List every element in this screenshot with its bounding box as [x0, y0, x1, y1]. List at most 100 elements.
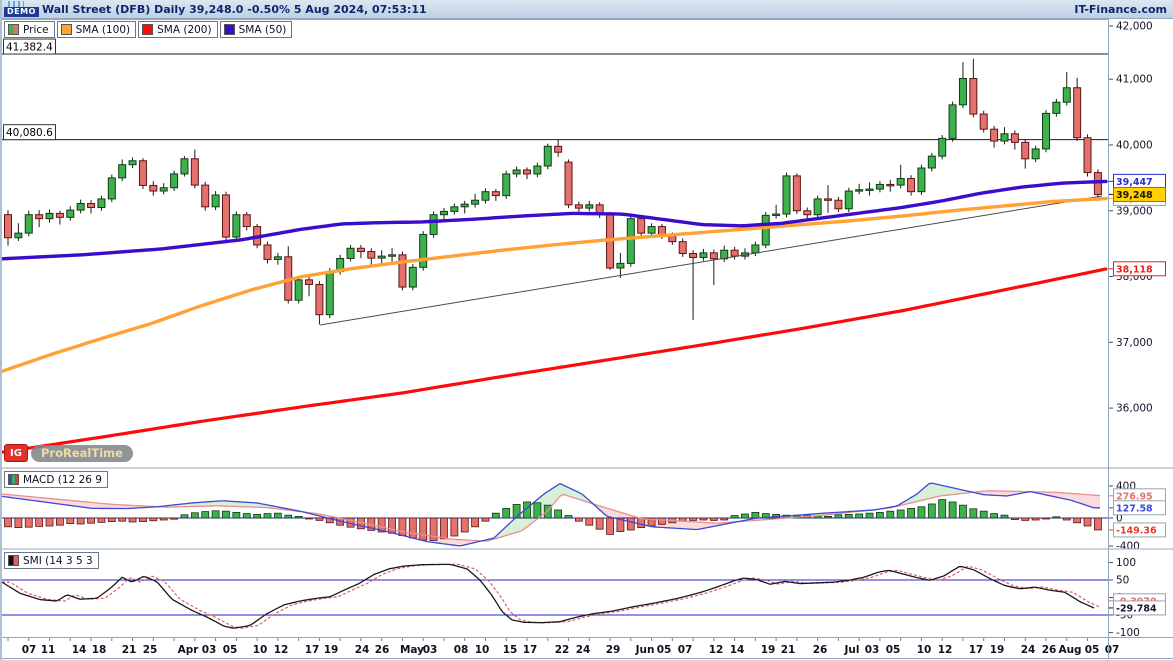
svg-text:39,447: 39,447	[1116, 177, 1153, 188]
legend-sma50-label: SMA (50)	[238, 23, 287, 36]
panel-separators	[2, 18, 1173, 659]
sma100-line[interactable]	[2, 196, 1108, 373]
svg-text:Aug: Aug	[1058, 644, 1081, 656]
svg-text:10: 10	[253, 644, 268, 656]
svg-text:276.95: 276.95	[1116, 491, 1153, 502]
svg-text:Jun: Jun	[635, 644, 655, 656]
svg-text:10: 10	[917, 644, 932, 656]
title-bar: DEMO Wall Street (DFB) Daily 39,248.0 -0…	[2, 0, 1173, 20]
macd-icon	[8, 474, 19, 485]
smi-icon	[8, 555, 19, 566]
macd-histogram	[4, 499, 1102, 541]
macd-signal-line	[2, 490, 1101, 542]
svg-text:17: 17	[305, 644, 320, 656]
svg-text:100: 100	[1116, 557, 1136, 569]
sma200-icon	[142, 24, 154, 35]
svg-text:07: 07	[1105, 644, 1120, 656]
svg-text:03: 03	[423, 644, 438, 656]
svg-text:26: 26	[813, 644, 828, 656]
svg-text:-400: -400	[1116, 541, 1140, 553]
smi-line	[2, 563, 1095, 629]
legend-item-smi[interactable]: SMI (14 3 5 3	[4, 552, 99, 569]
svg-text:37,000: 37,000	[1116, 337, 1153, 349]
macd-panel[interactable]	[2, 482, 1108, 547]
smi-axis[interactable]: 100500-50-100-9.3970-29.784	[1109, 557, 1166, 639]
svg-text:03: 03	[202, 644, 217, 656]
demo-label: DEMO	[4, 7, 39, 17]
sma200-line[interactable]	[2, 267, 1108, 454]
svg-text:0: 0	[1116, 512, 1123, 524]
svg-text:21: 21	[781, 644, 796, 656]
sma50-line[interactable]	[2, 179, 1108, 261]
smi-panel[interactable]	[2, 563, 1108, 629]
svg-text:39,248: 39,248	[1116, 190, 1153, 201]
svg-text:40,080.6: 40,080.6	[6, 127, 53, 139]
svg-text:26: 26	[1042, 644, 1057, 656]
price-icon	[8, 24, 19, 35]
svg-text:May: May	[400, 644, 424, 656]
trendline[interactable]	[319, 195, 1103, 326]
svg-text:18: 18	[92, 644, 107, 656]
svg-text:08: 08	[454, 644, 469, 656]
legend-sma100-label: SMA (100)	[75, 23, 131, 36]
svg-text:21: 21	[122, 644, 137, 656]
svg-text:39,000: 39,000	[1116, 205, 1153, 217]
svg-text:19: 19	[990, 644, 1005, 656]
svg-text:38,118: 38,118	[1116, 264, 1153, 275]
legend-item-macd[interactable]: MACD (12 26 9	[4, 471, 108, 488]
svg-text:19: 19	[324, 644, 339, 656]
svg-text:05: 05	[1085, 644, 1100, 656]
svg-text:Apr: Apr	[178, 644, 200, 656]
svg-text:17: 17	[523, 644, 538, 656]
svg-text:40,000: 40,000	[1116, 139, 1153, 151]
svg-text:05: 05	[657, 644, 672, 656]
svg-text:41,000: 41,000	[1116, 74, 1153, 86]
svg-text:10: 10	[475, 644, 490, 656]
svg-text:50: 50	[1116, 575, 1129, 587]
svg-text:-100: -100	[1116, 627, 1140, 639]
svg-text:03: 03	[865, 644, 880, 656]
svg-text:25: 25	[143, 644, 158, 656]
svg-text:15: 15	[503, 644, 518, 656]
svg-text:14: 14	[72, 644, 87, 656]
price-axis[interactable]: 42,00041,00040,00039,00038,00037,00036,0…	[1109, 21, 1166, 415]
chart-title: Wall Street (DFB) Daily 39,248.0 -0.50% …	[42, 3, 427, 16]
price-panel[interactable]	[2, 53, 1108, 454]
svg-text:-29.784: -29.784	[1116, 603, 1157, 614]
price-legend: Price SMA (100) SMA (200) SMA (50)	[4, 21, 293, 38]
macd-line	[2, 482, 1100, 547]
smi-signal-line	[2, 563, 1101, 629]
svg-text:41,382.4: 41,382.4	[6, 42, 53, 54]
svg-text:26: 26	[375, 644, 390, 656]
svg-text:Jul: Jul	[844, 644, 860, 656]
svg-text:24: 24	[1021, 644, 1036, 656]
svg-text:24: 24	[576, 644, 591, 656]
svg-text:24: 24	[355, 644, 370, 656]
svg-text:07: 07	[22, 644, 37, 656]
demo-account-badge: DEMO	[2, 0, 39, 19]
hline-labels: 41,382.4 40,080.6	[3, 38, 56, 141]
brand-link[interactable]: IT-Finance.com	[1074, 3, 1167, 16]
legend-item-sma50[interactable]: SMA (50)	[219, 21, 293, 38]
svg-text:-149.36: -149.36	[1116, 525, 1157, 536]
svg-text:22: 22	[555, 644, 570, 656]
svg-text:11: 11	[41, 644, 56, 656]
svg-text:19: 19	[761, 644, 776, 656]
candlestick-series	[4, 58, 1102, 325]
svg-text:42,000: 42,000	[1116, 21, 1153, 33]
prorealtime-logo[interactable]: IG ProRealTime	[4, 444, 133, 462]
legend-price-label: Price	[23, 23, 49, 36]
legend-item-sma100[interactable]: SMA (100)	[56, 21, 137, 38]
prorealtime-wordmark: ProRealTime	[31, 444, 133, 462]
svg-text:05: 05	[886, 644, 901, 656]
legend-sma200-label: SMA (200)	[157, 23, 212, 36]
svg-text:29: 29	[606, 644, 621, 656]
svg-text:07: 07	[678, 644, 693, 656]
svg-text:05: 05	[223, 644, 238, 656]
svg-text:12: 12	[709, 644, 724, 656]
legend-item-price[interactable]: Price	[4, 21, 55, 38]
sma100-icon	[60, 24, 72, 35]
legend-item-sma200[interactable]: SMA (200)	[138, 21, 218, 38]
